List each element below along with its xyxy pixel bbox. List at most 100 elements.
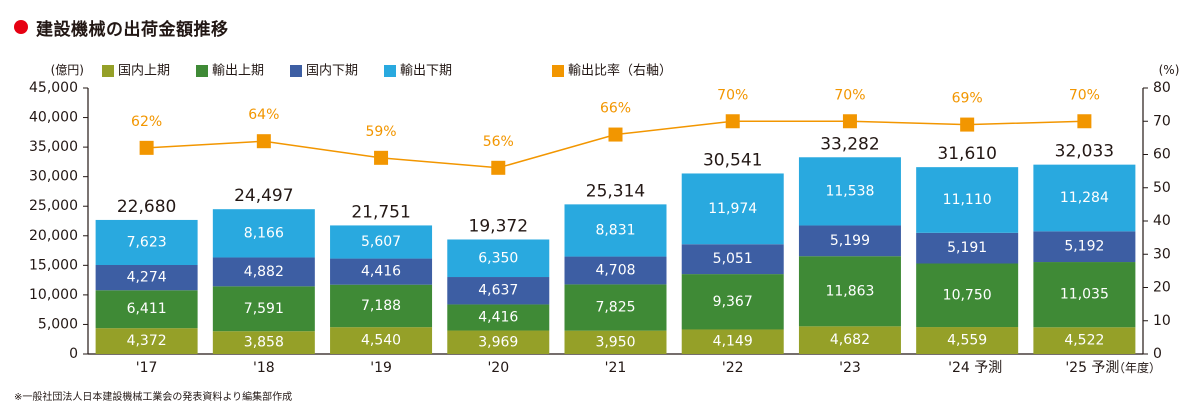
ratio-marker [725, 114, 740, 129]
y-tick-label-left: 15,000 [29, 257, 78, 273]
bar-value-label: 4,274 [127, 270, 167, 286]
bar-value-label: 4,416 [478, 309, 518, 325]
ratio-label: 66% [600, 101, 631, 117]
bar-segment [798, 225, 901, 257]
bar-segment [330, 327, 433, 354]
bar-segment [95, 264, 198, 291]
bar-segment [95, 290, 198, 329]
ratio-label: 69% [952, 91, 983, 107]
bar-total-label: 30,541 [703, 150, 762, 170]
chart-title: 建設機械の出荷金額推移 [36, 19, 229, 40]
title-bullet-icon [14, 20, 28, 34]
x-tick-label: '17 [136, 360, 158, 376]
bar-segment [916, 167, 1019, 233]
bar-segment [681, 244, 784, 275]
bar-total-label: 19,372 [469, 216, 528, 236]
bar-value-label: 4,882 [244, 264, 284, 280]
ratio-label: 59% [365, 124, 396, 140]
y-tick-label-right: 20 [1153, 280, 1171, 296]
ratio-marker [139, 140, 154, 155]
y-axis-unit-right: (%) [1159, 63, 1180, 77]
bar-segment [95, 219, 198, 265]
bar-segment [1033, 164, 1136, 232]
y-tick-label-left: 30,000 [29, 169, 78, 185]
bar-segment [798, 157, 901, 226]
bar-value-label: 5,199 [830, 233, 870, 249]
bar-total-label: 25,314 [586, 181, 645, 201]
y-tick-label-right: 30 [1153, 246, 1171, 262]
y-tick-label-left: 20,000 [29, 228, 78, 244]
bar-value-label: 11,538 [825, 183, 874, 199]
legend-label: 国内下期 [306, 63, 358, 79]
bar-segment [564, 330, 667, 354]
bar-value-label: 4,637 [478, 283, 518, 299]
y-tick-label-left: 25,000 [29, 198, 78, 214]
bar-value-label: 4,522 [1064, 333, 1104, 349]
y-tick-label-right: 70 [1153, 113, 1171, 129]
legend-swatch [290, 65, 302, 77]
bar-value-label: 4,540 [361, 333, 401, 349]
x-tick-label: '18 [253, 360, 275, 376]
bar-value-label: 10,750 [943, 287, 992, 303]
x-tick-label: '19 [370, 360, 392, 376]
legend-swatch [102, 65, 114, 77]
bar-segment [447, 304, 550, 331]
bar-value-label: 5,191 [947, 240, 987, 256]
legend-swatch [384, 65, 396, 77]
y-tick-label-right: 80 [1153, 80, 1171, 96]
bar-segment [330, 258, 433, 285]
bar-value-label: 4,416 [361, 264, 401, 280]
ratio-marker [608, 127, 623, 142]
ratio-label: 56% [483, 134, 514, 150]
x-tick-label: '25 予測 [1065, 360, 1119, 376]
bar-total-label: 24,497 [234, 186, 293, 206]
bar-total-label: 33,282 [820, 134, 879, 154]
legend-label: 国内上期 [118, 63, 170, 79]
bar-segment [330, 284, 433, 328]
bar-value-label: 4,708 [595, 262, 635, 278]
ratio-marker [842, 114, 857, 129]
ratio-label: 64% [248, 107, 279, 123]
y-tick-label-right: 40 [1153, 213, 1171, 229]
legend-swatch [196, 65, 208, 77]
legend-swatch [552, 65, 564, 77]
x-tick-label: '21 [605, 360, 627, 376]
bar-total-label: 32,033 [1055, 142, 1114, 162]
bar-value-label: 4,149 [713, 334, 753, 350]
ratio-marker [960, 117, 975, 132]
x-tick-label: '22 [722, 360, 744, 376]
bar-segment [447, 330, 550, 354]
x-axis-unit: （年度） [1113, 360, 1161, 375]
y-tick-label-left: 0 [69, 346, 78, 362]
bar-total-label: 22,680 [117, 197, 176, 217]
y-tick-label-left: 35,000 [29, 139, 78, 155]
bar-segment [681, 274, 784, 330]
bar-value-label: 11,110 [943, 192, 992, 208]
bar-value-label: 11,863 [825, 283, 874, 299]
bar-value-label: 4,559 [947, 333, 987, 349]
y-tick-label-right: 0 [1153, 346, 1162, 362]
bar-value-label: 5,607 [361, 234, 401, 250]
bar-value-label: 4,682 [830, 332, 870, 348]
y-tick-label-right: 10 [1153, 313, 1171, 329]
bar-value-label: 5,051 [713, 251, 753, 267]
ratio-label: 70% [834, 87, 865, 103]
bar-segment [1033, 262, 1136, 328]
bar-value-label: 7,825 [595, 300, 635, 316]
bar-value-label: 11,284 [1060, 190, 1109, 206]
ratio-label: 70% [1069, 87, 1100, 103]
bar-segment [212, 257, 315, 287]
bar-value-label: 6,350 [478, 250, 518, 266]
ratio-label: 70% [717, 87, 748, 103]
y-tick-label-right: 50 [1153, 180, 1171, 196]
bar-total-label: 21,751 [351, 202, 410, 222]
bar-segment [212, 286, 315, 332]
bar-segment [564, 284, 667, 331]
bar-segment [916, 327, 1019, 354]
x-tick-label: '23 [839, 360, 861, 376]
bar-segment [95, 328, 198, 354]
bar-value-label: 7,623 [127, 234, 167, 250]
x-tick-label: '20 [487, 360, 509, 376]
